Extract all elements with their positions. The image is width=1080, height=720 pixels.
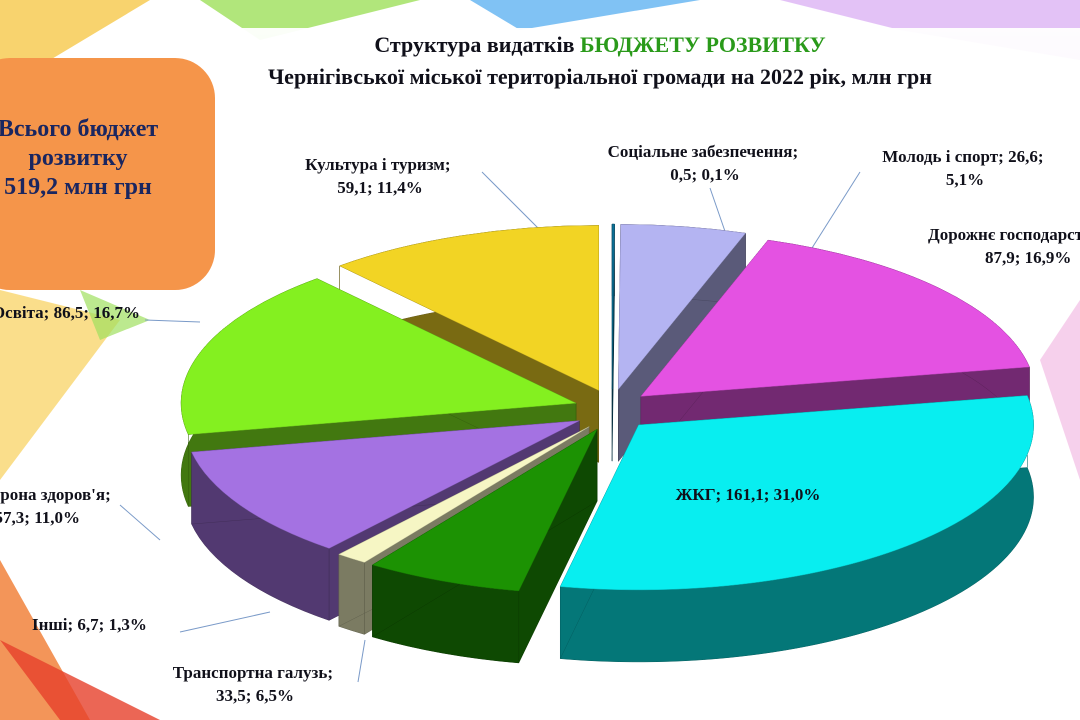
label-separator: ; — [105, 485, 115, 504]
total-box — [0, 58, 215, 290]
slice — [611, 223, 615, 462]
label-value: 0,1% — [701, 165, 739, 184]
label-name: Інші — [32, 615, 68, 634]
label-value: 87,9 — [985, 248, 1015, 267]
label-separator: ; — [1038, 147, 1048, 166]
title-text: Структура видатків — [374, 32, 580, 57]
slice — [191, 420, 580, 621]
data-label: Освіта; 86,5; 16,7% — [0, 303, 140, 322]
leader-line — [144, 319, 201, 323]
label-value: 161,1 — [725, 485, 763, 504]
leader-line — [357, 639, 366, 683]
total-line: розвитку — [28, 145, 127, 171]
label-separator: ; — [692, 165, 702, 184]
data-label: Соціальне забезпечення; 0,5; 0,1% — [608, 142, 803, 184]
slice-top — [339, 225, 599, 391]
title-panel — [110, 28, 1080, 138]
ray — [1040, 300, 1080, 480]
label-name: Освіта — [0, 303, 44, 322]
data-label: Охорона здоров'я; 57,3; 11,0% — [0, 485, 115, 527]
label-separator: ; — [99, 615, 109, 634]
slice-top — [180, 278, 578, 435]
ray — [80, 290, 150, 340]
data-label: Транспортна галузь; 33,5; 6,5% — [173, 663, 338, 705]
label-value: 5,1% — [946, 170, 984, 189]
label-value: 11,4% — [377, 178, 423, 197]
label-value: 0,5 — [670, 165, 691, 184]
label-separator: ; — [367, 178, 377, 197]
slice — [371, 428, 598, 664]
ray — [0, 640, 160, 720]
chart-title: Структура видатків БЮДЖЕТУ РОЗВИТКУ — [374, 32, 825, 57]
ray — [470, 0, 700, 30]
slice-top — [611, 223, 615, 390]
data-label: Дорожнє господарство; 87,9; 16,9% — [928, 225, 1080, 267]
label-value: 16,7% — [93, 303, 140, 322]
slice — [559, 395, 1034, 663]
label-separator: ; — [1015, 248, 1025, 267]
label-name: Дорожнє господарство — [928, 225, 1080, 244]
chart-subtitle: Чернігівської міської територіальної гро… — [268, 64, 932, 89]
label-name: Охорона здоров'я — [0, 485, 105, 504]
total-line: 519,2 млн грн — [4, 174, 152, 200]
label-separator: ; — [327, 663, 337, 682]
label-value: 57,3 — [0, 508, 24, 527]
data-label: Молодь і спорт; 26,6; 5,1% — [882, 147, 1047, 189]
slice-top — [559, 395, 1034, 591]
label-value: 33,5 — [216, 686, 246, 705]
label-value: 6,5% — [256, 686, 294, 705]
data-labels: Соціальне забезпечення; 0,5; 0,1% Молодь … — [0, 142, 1080, 705]
total-line: Всього бюджет — [0, 116, 158, 142]
slice-top — [618, 224, 747, 391]
data-label: Інші; 6,7; 1,3% — [32, 615, 147, 634]
slice-top — [371, 428, 598, 592]
label-separator: ; — [998, 147, 1008, 166]
label-value: 86,5 — [54, 303, 84, 322]
leader-line — [119, 504, 161, 541]
label-value: 16,9% — [1025, 248, 1072, 267]
label-value: 59,1 — [337, 178, 367, 197]
title-highlight: БЮДЖЕТУ РОЗВИТКУ — [580, 32, 826, 57]
data-label: ЖКГ; 161,1; 31,0% — [676, 485, 821, 504]
label-name: Соціальне забезпечення — [608, 142, 793, 161]
label-separator: ; — [764, 485, 774, 504]
label-value: 6,7 — [77, 615, 99, 634]
slice-top — [191, 420, 580, 549]
label-separator: ; — [68, 615, 78, 634]
leader-lines — [119, 171, 861, 683]
label-separator: ; — [445, 155, 455, 174]
label-separator: ; — [246, 686, 256, 705]
label-value: 31,0% — [774, 485, 821, 504]
leader-line — [179, 611, 271, 633]
label-separator: ; — [792, 142, 802, 161]
label-separator: ; — [83, 303, 93, 322]
label-name: Культура і туризм — [305, 155, 445, 174]
label-separator: ; — [716, 485, 726, 504]
slice-top — [640, 239, 1030, 397]
total-annotation: Всього бюджет розвитку 519,2 млн грн — [0, 116, 158, 200]
label-separator: ; — [24, 508, 34, 527]
slice-top — [338, 426, 590, 563]
pie — [180, 223, 1034, 664]
label-name: Молодь і спорт — [882, 147, 999, 166]
ray — [0, 290, 120, 480]
label-value: 26,6 — [1008, 147, 1038, 166]
label-name: ЖКГ — [676, 485, 716, 504]
data-label: Культура і туризм; 59,1; 11,4% — [305, 155, 455, 197]
label-value: 11,0% — [34, 508, 80, 527]
leader-line — [811, 171, 861, 249]
label-value: 1,3% — [109, 615, 147, 634]
label-separator: ; — [44, 303, 54, 322]
label-name: Транспортна галузь — [173, 663, 328, 682]
